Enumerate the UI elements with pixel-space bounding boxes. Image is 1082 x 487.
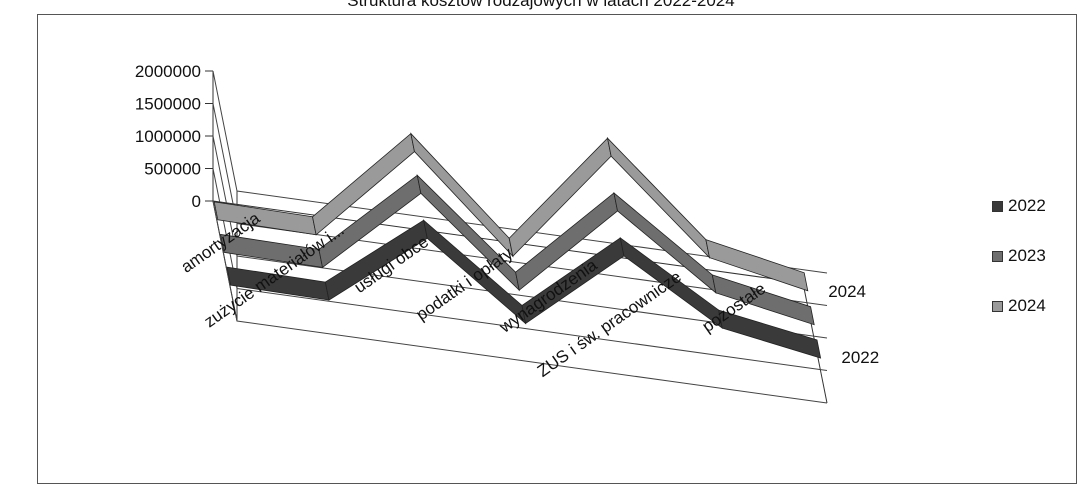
y-tick-label: 500000 — [144, 160, 201, 179]
legend-label-2023: 2023 — [1008, 246, 1046, 265]
chart-title: Struktura kosztów rodzajowych w latach 2… — [347, 0, 735, 10]
ribbon-segment-2022 — [718, 309, 822, 359]
y-tick-label: 1500000 — [135, 95, 201, 114]
legend-item-2023: 2023 — [992, 246, 1046, 266]
y-tick-label: 2000000 — [135, 62, 201, 81]
chart-frame — [37, 14, 1077, 484]
y-tick-label: 1000000 — [135, 127, 201, 146]
depth-tick-label: 2024 — [828, 282, 866, 301]
legend-label-2024: 2024 — [1008, 296, 1046, 315]
legend-swatch-2022 — [992, 200, 1003, 212]
ribbon-segment-2024 — [705, 238, 809, 292]
legend-item-2024: 2024 — [992, 296, 1046, 316]
gridline — [212, 200, 828, 404]
legend-swatch-2024 — [992, 300, 1003, 312]
depth-tick-label: 2022 — [841, 348, 879, 367]
gridline — [212, 135, 828, 339]
ribbon-segment-2023 — [711, 274, 815, 326]
legend-item-2022: 2022 — [992, 196, 1046, 216]
gridline — [212, 103, 828, 306]
legend-swatch-2023 — [992, 250, 1003, 262]
y-tick-label: 0 — [192, 192, 201, 211]
legend-label-2022: 2022 — [1008, 196, 1046, 215]
